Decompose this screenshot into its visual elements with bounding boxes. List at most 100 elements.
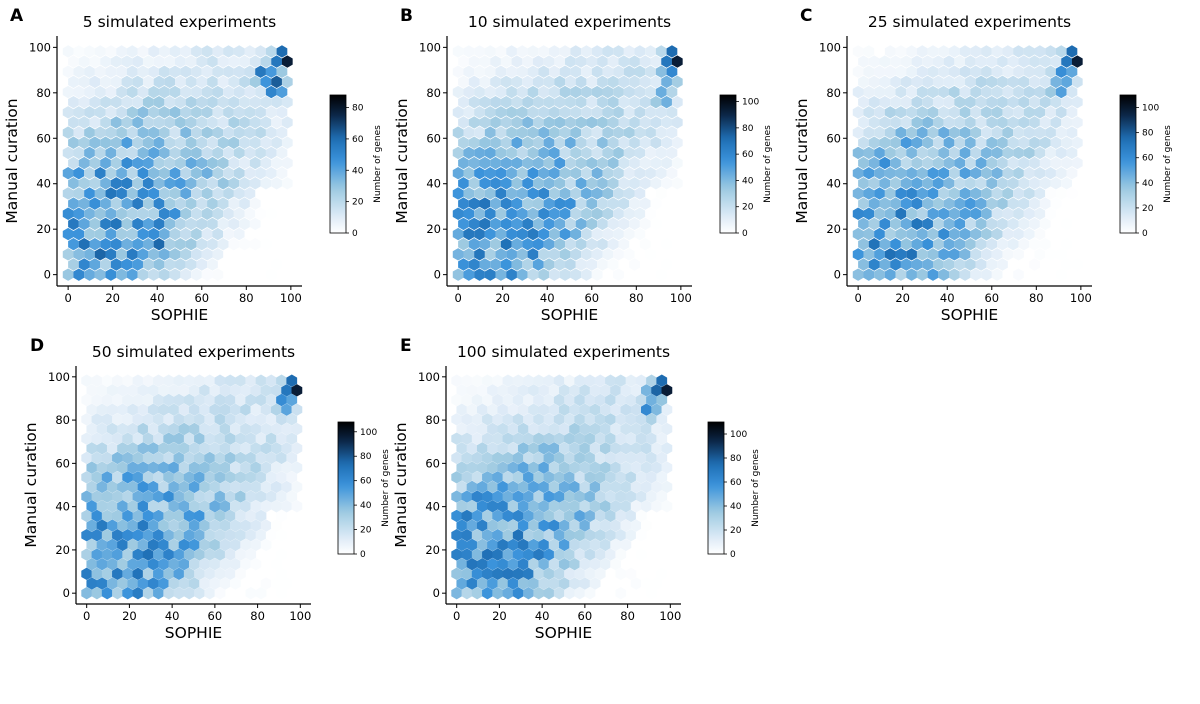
hexbin-cell <box>96 558 108 571</box>
hexbin-cell <box>500 156 512 170</box>
hexbin-cell <box>528 442 539 455</box>
hexbin-cell <box>661 95 672 109</box>
hexbin-cell <box>1018 217 1030 231</box>
hexbin-cell <box>1066 166 1078 180</box>
hexbin-cell <box>132 95 143 109</box>
y-tick-label: 60 <box>425 456 440 470</box>
hexbin-cell <box>219 442 231 455</box>
hexbin-cell <box>235 490 246 503</box>
hexbin-cell <box>581 85 592 99</box>
hexbin-cell <box>574 471 586 484</box>
colorbar-tick-label: 100 <box>360 428 377 438</box>
hexbin-cell <box>502 451 514 465</box>
hexbin-cell <box>163 548 175 561</box>
hexbin-cell <box>476 480 488 494</box>
hexbin-cell <box>1045 207 1056 220</box>
chart-title: 25 simulated experiments <box>868 13 1071 31</box>
hexbin-cell <box>938 146 950 160</box>
hexbin-cell <box>207 217 218 231</box>
hexbin-cell <box>260 442 272 455</box>
hexbin-cell <box>86 480 98 494</box>
hexbin-cell <box>868 238 880 251</box>
hexbin-cell <box>482 509 493 523</box>
hexbin-cell <box>863 227 875 241</box>
x-tick-label: 0 <box>454 291 461 305</box>
hexbin-cell <box>512 393 524 407</box>
hexbin-cell <box>106 500 118 513</box>
hexbin-cell <box>169 268 181 281</box>
hexbin-cell <box>94 268 106 281</box>
hexbin-cell <box>117 403 128 416</box>
hexbin-cell <box>932 75 944 89</box>
hexbin-cell <box>495 248 507 261</box>
hexbin-cell <box>148 85 160 99</box>
hexbin-cell <box>1029 197 1040 210</box>
hexbin-cell <box>575 136 587 149</box>
hexbin-cell <box>281 95 293 109</box>
colorbar-tick-label: 100 <box>1142 104 1159 114</box>
hexbin-cell <box>492 490 504 503</box>
hexbin-cell <box>1002 106 1014 119</box>
hexbin-cell <box>1002 248 1014 261</box>
hexbin-cell <box>1071 116 1083 129</box>
hexbin-cell <box>110 258 122 271</box>
hexbin-cell <box>214 432 226 445</box>
hexbin-cell <box>558 384 570 397</box>
hexbin-cell <box>148 106 160 119</box>
hexbin-cell <box>948 126 960 139</box>
hexbin-cell <box>938 65 950 78</box>
hexbin-cell <box>163 393 175 407</box>
hexbin-cell <box>105 187 117 200</box>
hexbin-cell <box>938 187 950 200</box>
hexbin-cell <box>121 177 133 190</box>
hexbin-cell <box>224 374 236 387</box>
hexbin-cell <box>235 413 246 426</box>
hexbin-cell <box>110 217 122 231</box>
hexbin-cell <box>105 146 117 160</box>
hexbin-cell <box>900 197 912 210</box>
hexbin-cell <box>858 238 869 251</box>
hexbin-cell <box>96 500 108 513</box>
hexbin-cell <box>502 413 514 426</box>
hexbin-cell <box>1007 136 1019 149</box>
hexbin-cell <box>581 207 592 220</box>
hexbin-cell <box>507 538 519 552</box>
hexbin-cell <box>575 258 587 271</box>
hexbin-cell <box>1045 45 1056 58</box>
hexbin-cell <box>852 45 864 58</box>
hexbin-cell <box>1061 238 1072 251</box>
hexbin-cell <box>142 75 154 89</box>
hexbin-cell <box>1002 85 1014 99</box>
hexbin-cell <box>548 422 560 436</box>
hexbin-cell <box>527 146 539 160</box>
colorbar-tick-label: 0 <box>742 229 748 239</box>
hexbin-cell <box>533 509 545 523</box>
hexbin-cell <box>613 207 624 220</box>
hexbin-cell <box>666 45 678 58</box>
hexbin-cell <box>458 238 469 251</box>
hexbin-cell <box>543 471 555 484</box>
hexbin-cell <box>884 85 896 99</box>
hexbin-cell <box>565 258 576 271</box>
hexbin-cell <box>492 374 504 387</box>
hexbin-cell <box>110 197 122 210</box>
hexbin-cell <box>615 374 627 387</box>
hexbin-cell <box>874 146 885 160</box>
hexbin-cell <box>548 577 560 590</box>
hexbin-cell <box>89 116 101 129</box>
hexbin-cell <box>906 85 917 99</box>
hexbin-cell <box>625 451 637 465</box>
hexbin-cell <box>209 422 221 436</box>
hexbin-cell <box>196 156 208 170</box>
hexbin-cell <box>463 248 475 261</box>
hexbin-cell <box>137 106 149 119</box>
hexbin-cell <box>586 136 598 149</box>
hexbin-cell <box>538 268 550 281</box>
hexbin-cell <box>260 500 272 513</box>
hexbin-cell <box>105 65 117 78</box>
y-tick-label: 0 <box>434 268 441 282</box>
hexbin-cell <box>523 509 534 523</box>
hexbin-cell <box>84 207 95 220</box>
hexbin-cell <box>78 197 90 210</box>
